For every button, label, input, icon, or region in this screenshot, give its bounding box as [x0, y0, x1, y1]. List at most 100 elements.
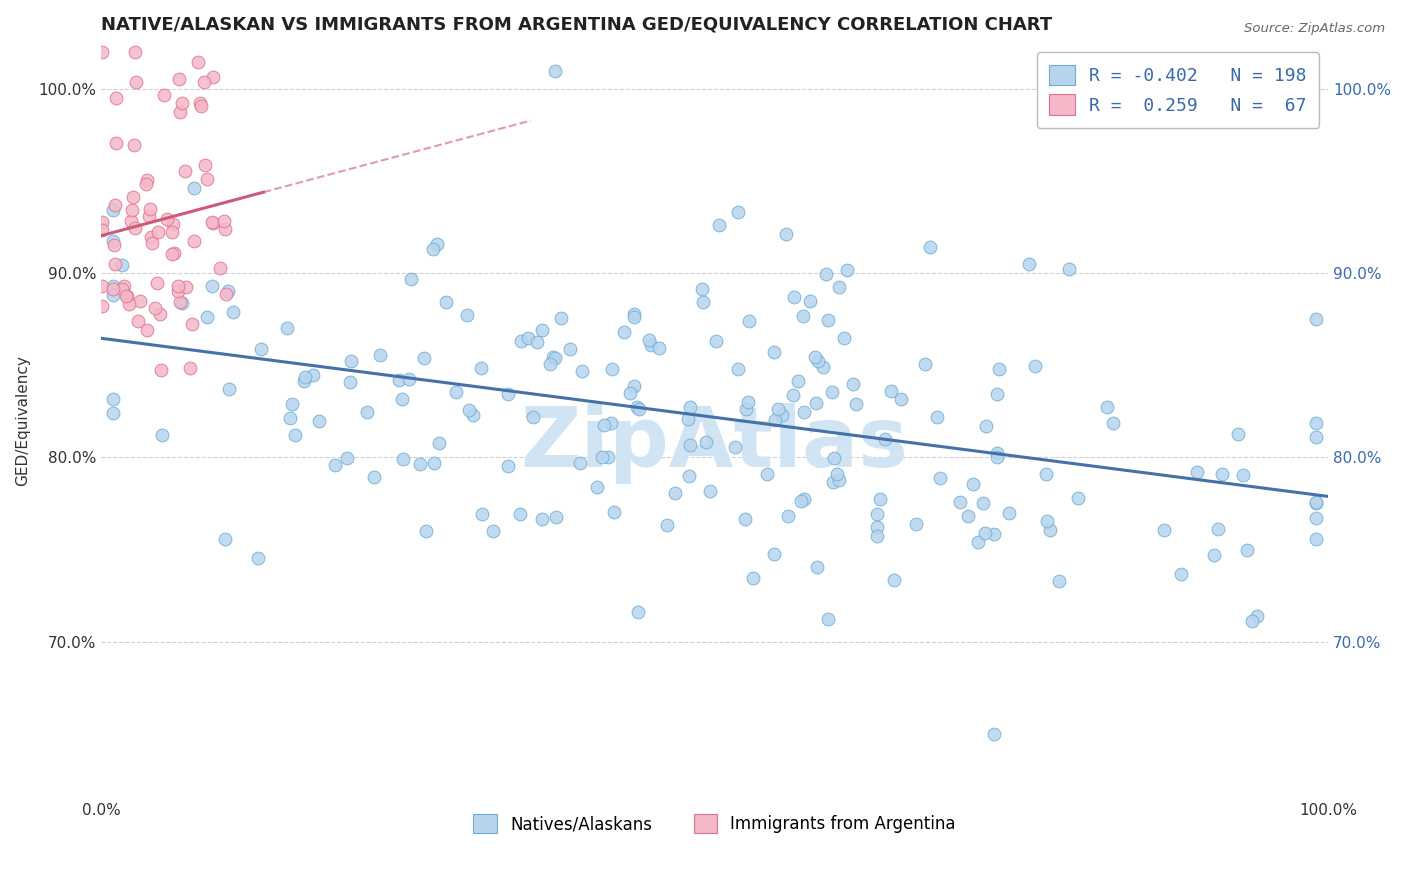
- Point: [181, 317, 204, 331]
- Point: [167, 278, 190, 293]
- Point: [202, 216, 225, 230]
- Point: [363, 470, 385, 484]
- Point: [914, 357, 936, 371]
- Point: [146, 276, 169, 290]
- Point: [391, 392, 413, 407]
- Point: [471, 507, 494, 521]
- Point: [538, 357, 561, 371]
- Point: [152, 428, 174, 442]
- Point: [1049, 574, 1071, 588]
- Point: [1305, 429, 1327, 443]
- Point: [983, 726, 1005, 740]
- Point: [250, 342, 273, 356]
- Point: [623, 379, 645, 393]
- Point: [890, 392, 912, 406]
- Point: [530, 323, 553, 337]
- Point: [986, 446, 1008, 460]
- Point: [619, 386, 641, 401]
- Point: [139, 202, 162, 216]
- Point: [148, 226, 170, 240]
- Point: [974, 526, 997, 541]
- Point: [149, 363, 172, 377]
- Point: [842, 377, 865, 392]
- Point: [866, 529, 889, 543]
- Point: [775, 227, 797, 241]
- Point: [105, 91, 128, 105]
- Point: [883, 573, 905, 587]
- Point: [214, 214, 236, 228]
- Point: [586, 480, 609, 494]
- Point: [603, 505, 626, 519]
- Point: [201, 215, 224, 229]
- Point: [302, 368, 325, 382]
- Point: [112, 278, 135, 293]
- Point: [600, 416, 623, 430]
- Point: [591, 450, 613, 464]
- Point: [1024, 359, 1046, 374]
- Point: [727, 361, 749, 376]
- Point: [91, 279, 114, 293]
- Point: [806, 559, 828, 574]
- Point: [217, 284, 239, 298]
- Point: [103, 238, 125, 252]
- Point: [786, 374, 808, 388]
- Point: [498, 386, 520, 401]
- Point: [516, 331, 538, 345]
- Point: [807, 354, 830, 368]
- Point: [1057, 262, 1080, 277]
- Point: [141, 235, 163, 250]
- Point: [695, 434, 717, 449]
- Point: [835, 263, 858, 277]
- Point: [522, 409, 544, 424]
- Point: [828, 280, 851, 294]
- Point: [209, 260, 232, 275]
- Point: [201, 278, 224, 293]
- Point: [247, 551, 270, 566]
- Point: [770, 408, 793, 422]
- Point: [1185, 466, 1208, 480]
- Point: [543, 351, 565, 365]
- Point: [811, 359, 834, 374]
- Point: [138, 209, 160, 223]
- Point: [426, 237, 449, 252]
- Point: [623, 310, 645, 324]
- Point: [626, 401, 648, 415]
- Point: [104, 257, 127, 271]
- Point: [103, 234, 125, 248]
- Y-axis label: GED/Equivalency: GED/Equivalency: [15, 355, 30, 486]
- Point: [340, 354, 363, 368]
- Point: [986, 386, 1008, 401]
- Point: [1305, 312, 1327, 326]
- Point: [222, 305, 245, 319]
- Point: [423, 456, 446, 470]
- Point: [793, 492, 815, 507]
- Point: [998, 506, 1021, 520]
- Point: [676, 411, 699, 425]
- Point: [983, 527, 1005, 541]
- Point: [91, 215, 114, 229]
- Point: [183, 234, 205, 248]
- Point: [91, 45, 114, 59]
- Point: [905, 516, 928, 531]
- Point: [463, 408, 485, 422]
- Point: [628, 401, 651, 416]
- Point: [949, 495, 972, 509]
- Point: [103, 406, 125, 420]
- Point: [821, 384, 844, 399]
- Point: [1153, 523, 1175, 537]
- Point: [571, 364, 593, 378]
- Point: [880, 384, 903, 398]
- Point: [637, 333, 659, 347]
- Point: [188, 95, 211, 110]
- Point: [1305, 416, 1327, 430]
- Point: [139, 229, 162, 244]
- Point: [1170, 567, 1192, 582]
- Point: [456, 308, 478, 322]
- Point: [166, 284, 188, 298]
- Text: ZipAtlas: ZipAtlas: [520, 402, 908, 483]
- Point: [699, 484, 721, 499]
- Point: [1241, 614, 1264, 628]
- Point: [122, 190, 145, 204]
- Point: [160, 225, 183, 239]
- Point: [103, 202, 125, 217]
